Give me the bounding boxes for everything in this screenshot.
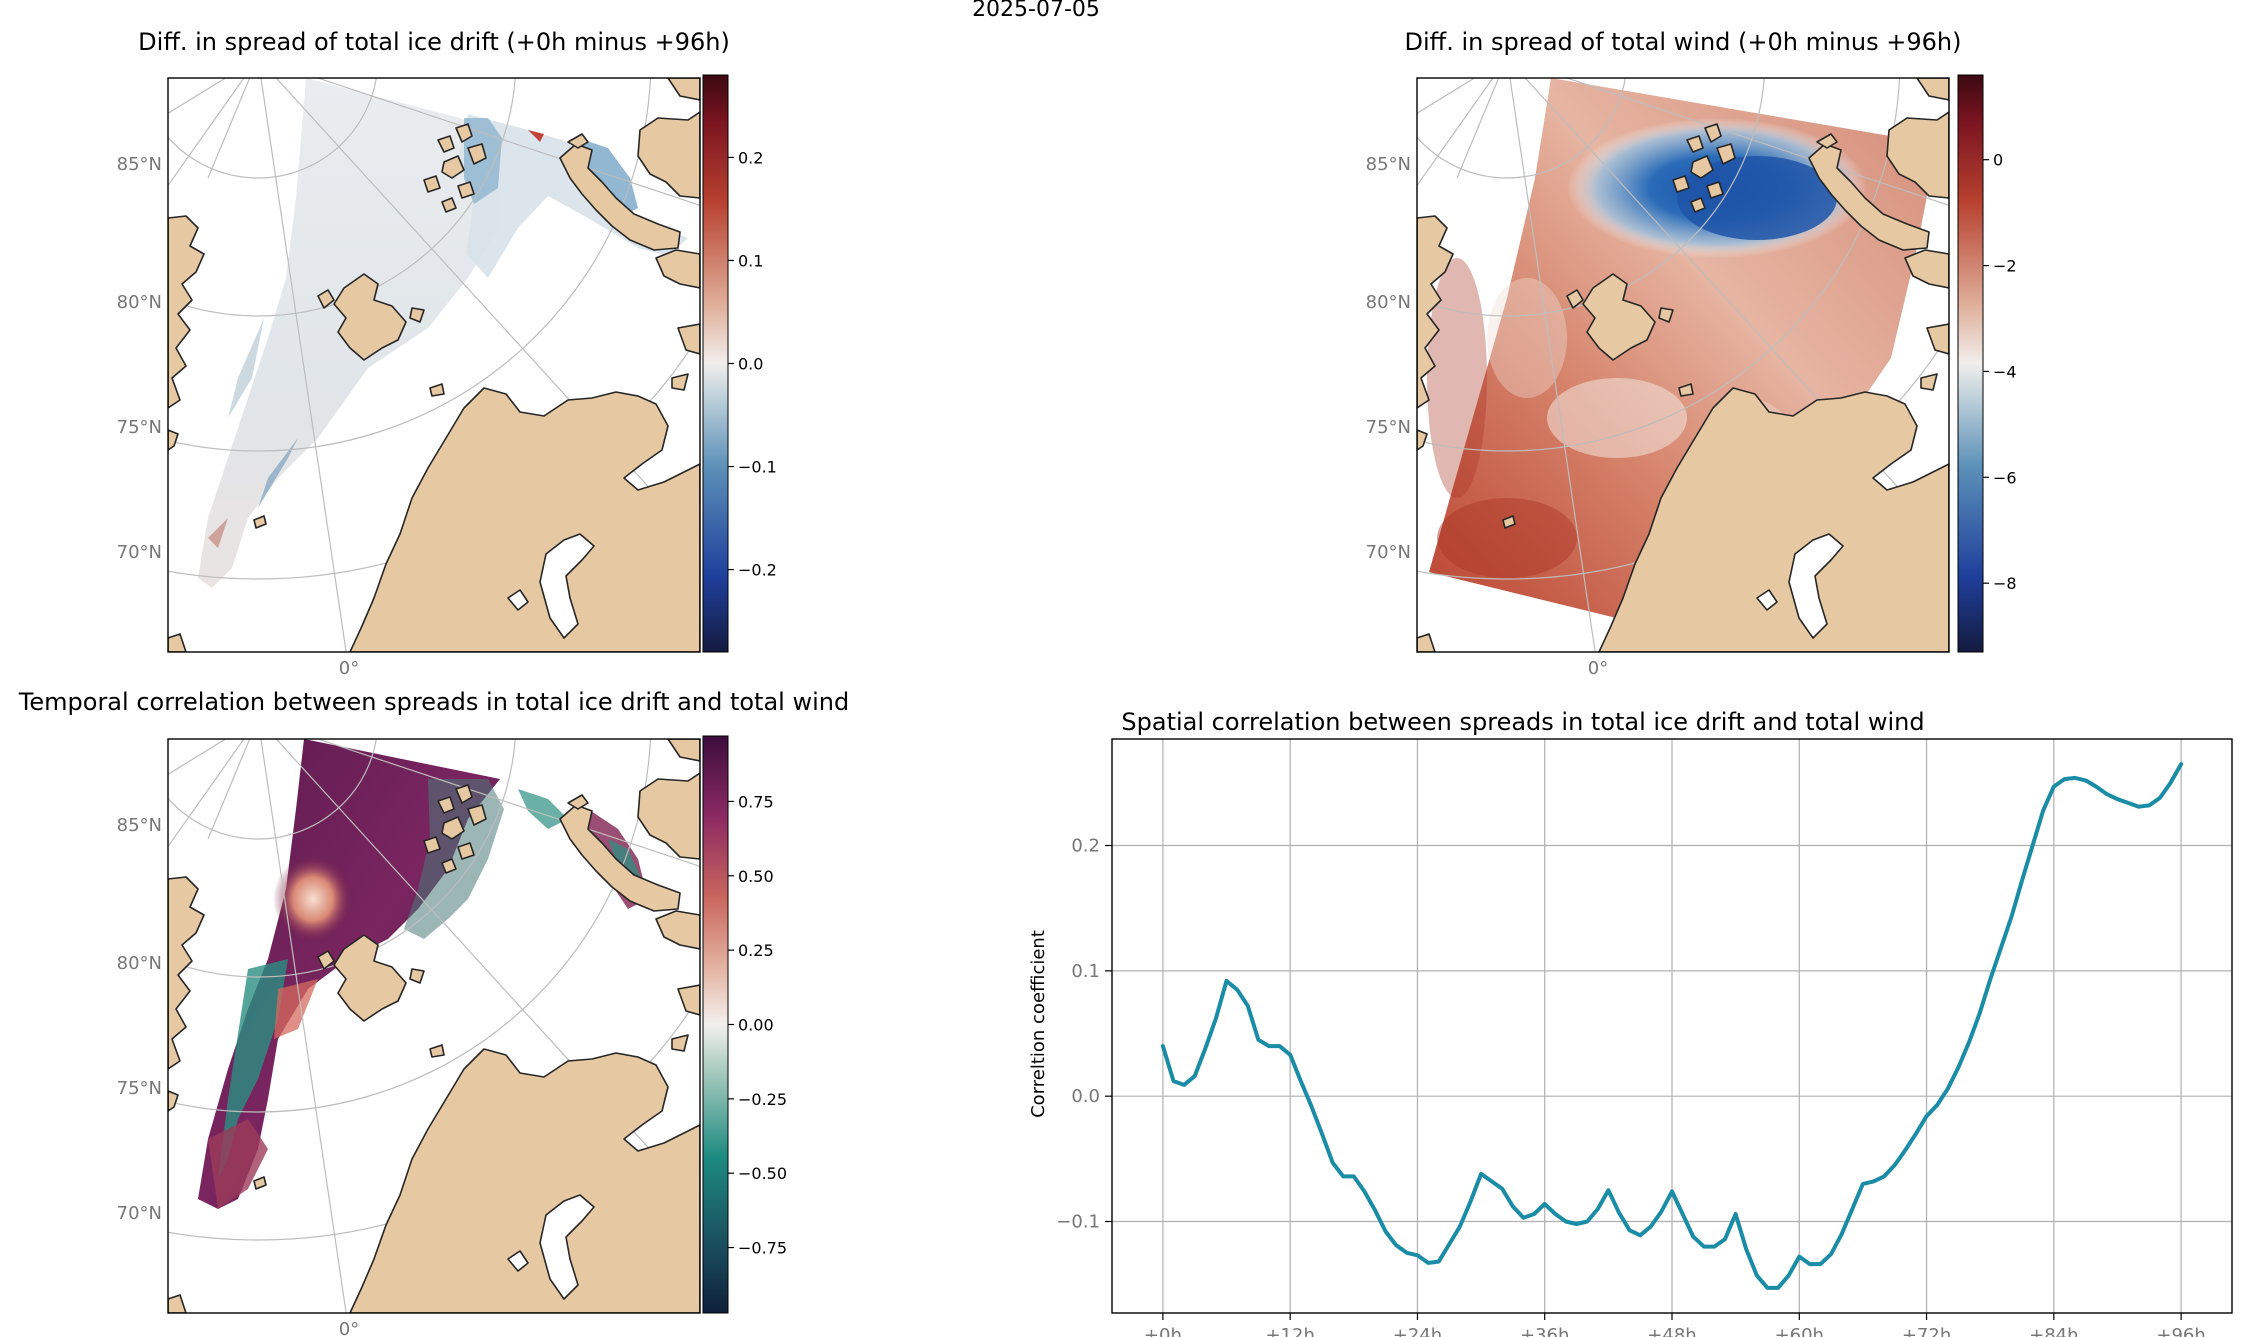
temporal-colorbar-tick-label: 0.00 xyxy=(738,1016,774,1035)
chart-x-tick-label: +84h xyxy=(2029,1325,2078,1337)
temporal-lat-label-80: 80°N xyxy=(117,953,162,974)
ice-colorbar-tick-label: −0.2 xyxy=(738,561,777,580)
wind-colorbar-tick-label: −4 xyxy=(1993,362,2017,381)
chart-y-tick-label: 0.2 xyxy=(1071,836,1100,857)
chart-y-tick-label: 0.1 xyxy=(1071,961,1100,982)
ice-colorbar-tick-label: −0.1 xyxy=(738,458,777,477)
chart-x-tick-label: +96h xyxy=(2156,1325,2205,1337)
wind-lat-label-70: 70°N xyxy=(1366,542,1411,563)
chart-ylabel: Correltion coefficient xyxy=(1028,930,1049,1118)
chart-x-tick-label: +0h xyxy=(1144,1325,1182,1337)
chart-x-tick-label: +60h xyxy=(1775,1325,1824,1337)
temporal-colorbar-tick-label: −0.50 xyxy=(738,1164,787,1183)
map-wind-title: Diff. in spread of total wind (+0h minus… xyxy=(1405,28,1962,56)
ice-lat-label-70: 70°N xyxy=(117,542,162,563)
map-ice-title: Diff. in spread of total ice drift (+0h … xyxy=(138,28,730,56)
wind-lat-label-80: 80°N xyxy=(1366,292,1411,313)
wind-colorbar-tick-label: −6 xyxy=(1993,468,2017,487)
map-ice-frame xyxy=(167,77,701,653)
ice-lat-label-75: 75°N xyxy=(117,417,162,438)
ice-colorbar-tick-label: 0.0 xyxy=(738,355,763,374)
temporal-lat-label-70: 70°N xyxy=(117,1203,162,1224)
chart-x-tick-label: +72h xyxy=(1902,1325,1951,1337)
temporal-lat-label-75: 75°N xyxy=(117,1078,162,1099)
chart-series-line xyxy=(1160,762,2184,1290)
chart-y-tick-label: −0.1 xyxy=(1056,1212,1100,1233)
map-wind-frame xyxy=(1416,77,1950,653)
temporal-colorbar-ticks: 0.75 0.50 0.25 0.00 −0.25 −0.50 −0.75 xyxy=(728,792,787,1258)
temporal-colorbar-tick-label: −0.75 xyxy=(738,1239,787,1258)
spatial-correlation-chart: Spatial correlation between spreads in t… xyxy=(1028,708,2233,1337)
chart-x-ticks: +0h +12h +24h +36h +48h +60h +72h +84h +96h xyxy=(1144,1313,2206,1337)
temporal-colorbar-tick-label: 0.75 xyxy=(738,792,774,811)
wind-colorbar xyxy=(1957,74,1984,653)
wind-colorbar-tick-label: 0 xyxy=(1993,151,2003,170)
chart-x-tick-label: +24h xyxy=(1393,1325,1442,1337)
map-temporal-correlation: Temporal correlation between spreads in … xyxy=(18,688,849,1337)
ice-lon-label: 0° xyxy=(339,658,359,679)
map-wind: Diff. in spread of total wind (+0h minus… xyxy=(1366,28,2017,679)
ice-colorbar xyxy=(702,74,729,653)
wind-lon-label: 0° xyxy=(1588,658,1608,679)
chart-x-tick-label: +12h xyxy=(1265,1325,1314,1337)
ice-colorbar-tick-label: 0.2 xyxy=(738,148,763,167)
wind-lat-label-85: 85°N xyxy=(1366,154,1411,175)
chart-frame xyxy=(1111,738,2233,1314)
map-ice-drift: Diff. in spread of total ice drift (+0h … xyxy=(117,28,777,679)
ice-colorbar-tick-label: 0.1 xyxy=(738,251,763,270)
temporal-colorbar xyxy=(702,735,729,1314)
chart-title: Spatial correlation between spreads in t… xyxy=(1121,708,1924,736)
wind-colorbar-tick-label: −8 xyxy=(1993,574,2017,593)
chart-gridlines xyxy=(1112,739,2232,1313)
map-temporal-title: Temporal correlation between spreads in … xyxy=(18,688,849,716)
ice-colorbar-ticks: 0.2 0.1 0.0 −0.1 −0.2 xyxy=(728,148,777,580)
temporal-colorbar-tick-label: 0.25 xyxy=(738,941,774,960)
chart-y-ticks: 0.2 0.1 0.0 −0.1 xyxy=(1056,836,1112,1233)
temporal-lat-label-85: 85°N xyxy=(117,815,162,836)
figure-suptitle: 2025-07-05 xyxy=(972,0,1100,22)
chart-x-tick-label: +36h xyxy=(1520,1325,1569,1337)
ice-lat-label-80: 80°N xyxy=(117,292,162,313)
temporal-colorbar-tick-label: 0.50 xyxy=(738,867,774,886)
wind-colorbar-ticks: 0 −2 −4 −6 −8 xyxy=(1983,151,2017,593)
map-temporal-frame xyxy=(167,738,701,1314)
temporal-colorbar-tick-label: −0.25 xyxy=(738,1090,787,1109)
wind-lat-label-75: 75°N xyxy=(1366,417,1411,438)
wind-colorbar-tick-label: −2 xyxy=(1993,257,2017,276)
temporal-lon-label: 0° xyxy=(339,1319,359,1337)
chart-x-tick-label: +48h xyxy=(1647,1325,1696,1337)
ice-lat-label-85: 85°N xyxy=(117,154,162,175)
chart-y-tick-label: 0.0 xyxy=(1071,1086,1100,1107)
